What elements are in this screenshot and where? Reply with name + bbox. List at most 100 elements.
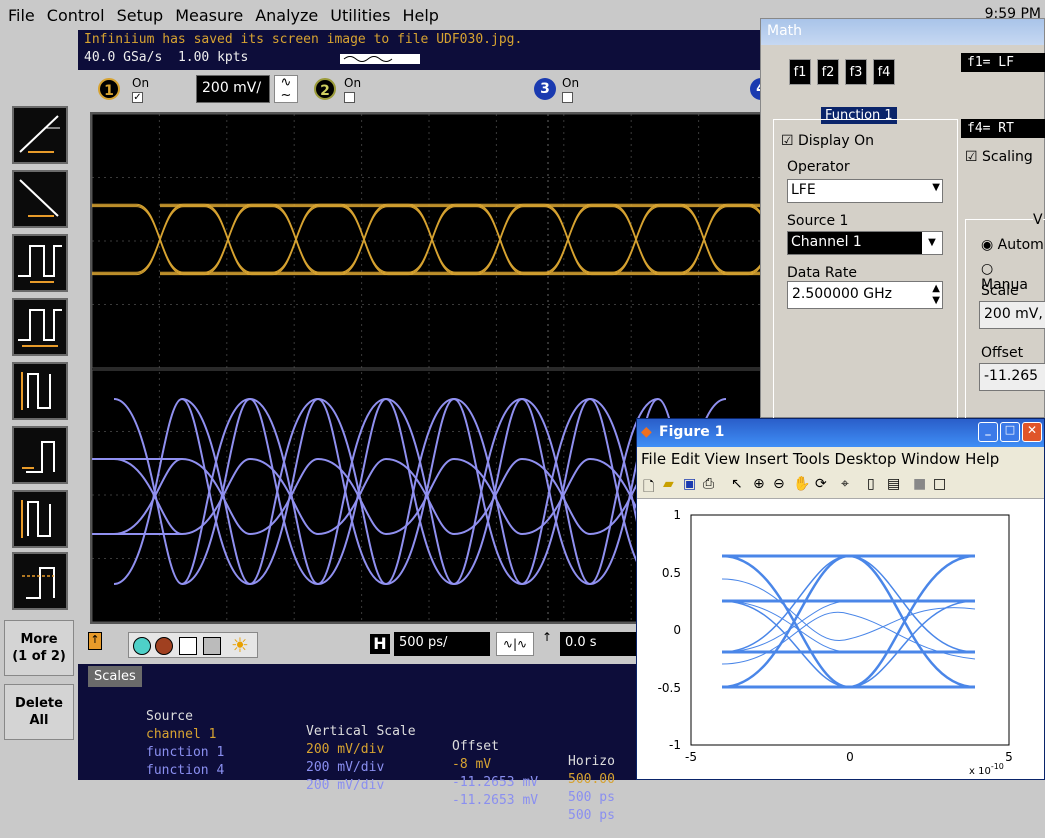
- function-group-box: [773, 119, 958, 419]
- channel-2-checkbox[interactable]: [344, 92, 355, 103]
- brightness-icon[interactable]: ☀: [231, 633, 249, 657]
- channel-3-on-label: On: [562, 76, 580, 90]
- row-source: function 1: [146, 745, 225, 760]
- more-page-label: (1 of 2): [12, 649, 66, 664]
- menu-utilities[interactable]: Utilities: [330, 5, 391, 25]
- waveform-icon: [340, 54, 420, 64]
- channel-1-checkbox[interactable]: ✓: [132, 92, 143, 103]
- table-row: function 4 200 mV/div -11.2653 mV 500 ps: [146, 748, 615, 838]
- data-rate-value: 2.500000 GHz: [792, 286, 892, 302]
- rising-edge-icon[interactable]: [12, 106, 68, 164]
- coupling-toggle-icon[interactable]: ∿ ~: [274, 75, 298, 103]
- spinner-icon[interactable]: ▲ ▼: [932, 283, 940, 306]
- vertical-group-label: V: [1033, 212, 1043, 228]
- menu-setup[interactable]: Setup: [116, 5, 164, 25]
- menu-analyze[interactable]: Analyze: [255, 5, 319, 25]
- time-scale-box[interactable]: 500 ps/: [394, 632, 490, 656]
- f1-expression[interactable]: f1= LF: [961, 53, 1045, 72]
- operator-value: LFE: [791, 182, 816, 198]
- figure-menu-bar[interactable]: File Edit View Insert Tools Desktop Wind…: [641, 450, 1000, 468]
- menu-control[interactable]: Control: [46, 5, 105, 25]
- row-hscale: 500 ps: [568, 790, 615, 805]
- maximize-icon[interactable]: □: [1000, 422, 1020, 442]
- y-tick-labels: 1 0.5 0 -0.5 -1: [658, 508, 681, 752]
- channel-1-badge[interactable]: 1: [98, 78, 120, 100]
- open-folder-icon[interactable]: ▰: [663, 476, 674, 492]
- clear-icon[interactable]: [203, 637, 221, 655]
- single-icon[interactable]: [179, 637, 197, 655]
- run-icon[interactable]: [133, 637, 151, 655]
- transition-icon[interactable]: [12, 362, 68, 420]
- new-file-icon[interactable]: 🗋: [643, 479, 655, 495]
- rotate-icon[interactable]: ⟳: [815, 476, 827, 492]
- menu-measure[interactable]: Measure: [175, 5, 244, 25]
- scale-label: Scale: [981, 283, 1019, 299]
- pulse-ratio-icon[interactable]: [12, 298, 68, 356]
- scale-input[interactable]: 200 mV,: [979, 301, 1045, 329]
- offset-input[interactable]: -11.265: [979, 363, 1045, 391]
- delete-label: Delete: [15, 696, 63, 711]
- colorbar-icon[interactable]: ▯: [867, 476, 875, 492]
- acquisition-info: 40.0 GSa/s 1.00 kpts: [84, 50, 762, 65]
- record-length: 1.00 kpts: [177, 50, 249, 65]
- scaling-checkbox[interactable]: ☑ Scaling: [965, 149, 1033, 165]
- manual-radio[interactable]: ○ Manua: [981, 261, 1028, 293]
- delete-all-button[interactable]: Delete All: [4, 684, 74, 740]
- data-cursor-icon[interactable]: ⌖: [841, 476, 849, 492]
- channel-3-checkbox[interactable]: [562, 92, 573, 103]
- zoom-in-icon[interactable]: ⊕: [753, 476, 765, 492]
- menu-file[interactable]: File: [8, 5, 35, 25]
- x-tick: 5: [1005, 750, 1013, 764]
- horizontal-badge[interactable]: H: [370, 634, 390, 654]
- data-rate-input[interactable]: 2.500000 GHz ▲ ▼: [787, 281, 943, 309]
- time-fine-icon[interactable]: ∿|∿: [496, 632, 534, 656]
- hide-tools-icon[interactable]: ■: [913, 476, 927, 492]
- legend-icon[interactable]: ▤: [887, 476, 901, 492]
- display-on-checkbox[interactable]: ☑ Display On: [781, 133, 874, 149]
- setup-hold-icon[interactable]: [12, 426, 68, 484]
- zoom-out-icon[interactable]: ⊖: [773, 476, 785, 492]
- pan-icon[interactable]: ✋: [793, 476, 811, 492]
- f4-expression[interactable]: f4= RT: [961, 119, 1045, 138]
- figure-plot-area[interactable]: 1 0.5 0 -0.5 -1 -5 0 5 x 10-10: [637, 499, 1044, 779]
- status-bar: Infiniium has saved its screen image to …: [78, 30, 768, 70]
- pulse-width-icon[interactable]: [12, 234, 68, 292]
- menu-help[interactable]: Help: [402, 5, 439, 25]
- display-on-label: Display On: [798, 133, 874, 149]
- header-hscale: Horizo: [568, 754, 615, 769]
- x-tick-labels: -5 0 5: [685, 750, 1013, 764]
- minimize-icon[interactable]: _: [978, 422, 998, 442]
- matlab-logo-icon: ◆: [641, 424, 652, 440]
- falling-edge-icon[interactable]: [12, 170, 68, 228]
- operator-select[interactable]: LFE ▼: [787, 179, 943, 203]
- source-select[interactable]: Channel 1 ▼: [787, 231, 943, 255]
- channel-2-badge[interactable]: 2: [314, 78, 336, 100]
- channel-1-scale[interactable]: 200 mV/: [196, 75, 270, 103]
- tab-scales[interactable]: Scales: [88, 666, 142, 687]
- operator-label: Operator: [787, 159, 850, 175]
- f4-button[interactable]: f4: [873, 59, 895, 85]
- trigger-marker-icon: ↑: [88, 632, 102, 650]
- trigger-toolbar: More (1 of 2) Delete All: [0, 30, 78, 780]
- timeout-icon[interactable]: [12, 552, 68, 610]
- print-icon[interactable]: ⎙: [703, 476, 715, 492]
- close-icon[interactable]: ✕: [1022, 422, 1042, 442]
- offset-label: Offset: [981, 345, 1024, 361]
- auto-radio[interactable]: ◉ Autom: [981, 237, 1044, 253]
- f3-button[interactable]: f3: [845, 59, 867, 85]
- y-tick: -1: [669, 738, 681, 752]
- source-label: Source 1: [787, 213, 849, 229]
- pointer-icon[interactable]: ↖: [731, 476, 743, 492]
- all-label: All: [29, 713, 49, 728]
- more-button[interactable]: More (1 of 2): [4, 620, 74, 676]
- channel-3-badge[interactable]: 3: [534, 78, 556, 100]
- runt-icon[interactable]: [12, 490, 68, 548]
- save-icon[interactable]: ▣: [683, 476, 697, 492]
- f1-button[interactable]: f1: [789, 59, 811, 85]
- time-offset-box[interactable]: 0.0 s: [560, 632, 640, 656]
- show-tools-icon[interactable]: □: [933, 476, 947, 492]
- status-message: Infiniium has saved its screen image to …: [84, 32, 523, 47]
- f2-button[interactable]: f2: [817, 59, 839, 85]
- stop-icon[interactable]: [155, 637, 173, 655]
- channel-bar: 1 On ✓ 200 mV/ ∿~ 2 On 3 On 4: [78, 70, 772, 112]
